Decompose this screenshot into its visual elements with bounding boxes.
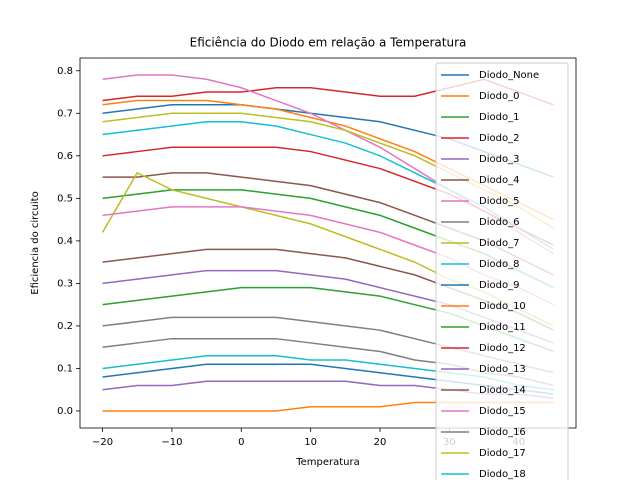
- legend-label: Diodo_17: [479, 448, 526, 459]
- legend-label: Diodo_18: [479, 469, 526, 480]
- legend: Diodo_None Diodo_0 Diodo_1 Diodo_2 Diodo_3 Di…: [435, 62, 569, 480]
- y-tick-label: 0.0: [57, 406, 73, 417]
- y-tick-label: 0.3: [57, 278, 73, 289]
- legend-label: Diodo_2: [479, 133, 519, 144]
- legend-label: Diodo_10: [479, 301, 526, 312]
- legend-label: Diodo_15: [479, 406, 526, 417]
- legend-label: Diodo_3: [479, 154, 519, 165]
- y-tick-label: 0.1: [57, 363, 73, 374]
- y-axis-label: Eficiencia do circuito: [30, 191, 41, 294]
- legend-label: Diodo_9: [479, 280, 519, 291]
- legend-label: Diodo_0: [479, 91, 519, 102]
- x-tick-label: 20: [374, 437, 387, 448]
- chart-title: Eficiência do Diodo em relação a Tempera…: [190, 36, 467, 50]
- legend-label: Diodo_4: [479, 175, 519, 186]
- legend-label: Diodo_14: [479, 385, 526, 396]
- legend-label: Diodo_12: [479, 343, 526, 354]
- legend-label: Diodo_6: [479, 217, 519, 228]
- legend-label: Diodo_7: [479, 238, 519, 249]
- y-tick-label: 0.5: [57, 193, 73, 204]
- legend-label: Diodo_5: [479, 196, 519, 207]
- x-axis-label: Temperatura: [295, 457, 360, 468]
- legend-label: Diodo_1: [479, 112, 519, 123]
- legend-label: Diodo_None: [479, 70, 539, 81]
- y-tick-label: 0.6: [57, 151, 73, 162]
- y-tick-label: 0.2: [57, 321, 73, 332]
- y-tick-label: 0.4: [57, 236, 73, 247]
- legend-label: Diodo_16: [479, 427, 526, 438]
- x-tick-label: 0: [238, 437, 244, 448]
- legend-label: Diodo_11: [479, 322, 526, 333]
- y-tick-label: 0.8: [57, 66, 73, 77]
- x-tick-label: −10: [161, 437, 182, 448]
- legend-label: Diodo_13: [479, 364, 526, 375]
- x-tick-label: −20: [92, 437, 113, 448]
- legend-label: Diodo_8: [479, 259, 519, 270]
- legend-box: [435, 62, 569, 480]
- x-tick-label: 10: [304, 437, 317, 448]
- plot-frame: [79, 57, 577, 429]
- y-tick-label: 0.7: [57, 108, 73, 119]
